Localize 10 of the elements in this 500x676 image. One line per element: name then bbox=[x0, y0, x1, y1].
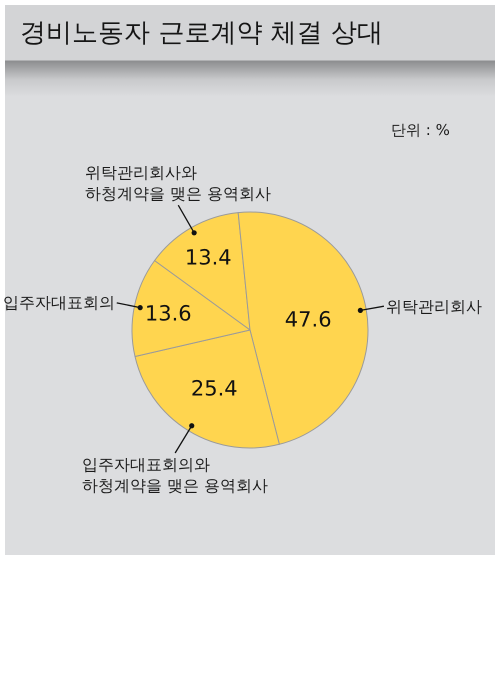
text: 단위 : % bbox=[391, 121, 450, 139]
data-label: 13.4 bbox=[184, 245, 232, 270]
slice-label: 위탁관리회사와 하청계약을 맺은 용역회사 bbox=[85, 163, 272, 203]
data-label: 47.6 bbox=[284, 308, 332, 332]
slice-label: 위탁관리회사 bbox=[386, 297, 482, 316]
slice-label: 입주자대표회의 bbox=[3, 293, 115, 312]
slice-label: 입주자대표회의와 하청계약을 맺은 용역회사 bbox=[82, 455, 268, 495]
chart-title: 경비노동자 근로계약 체결 상대 bbox=[20, 18, 383, 48]
data-label: 25.4 bbox=[190, 376, 238, 401]
data-label: 13.6 bbox=[144, 301, 192, 326]
